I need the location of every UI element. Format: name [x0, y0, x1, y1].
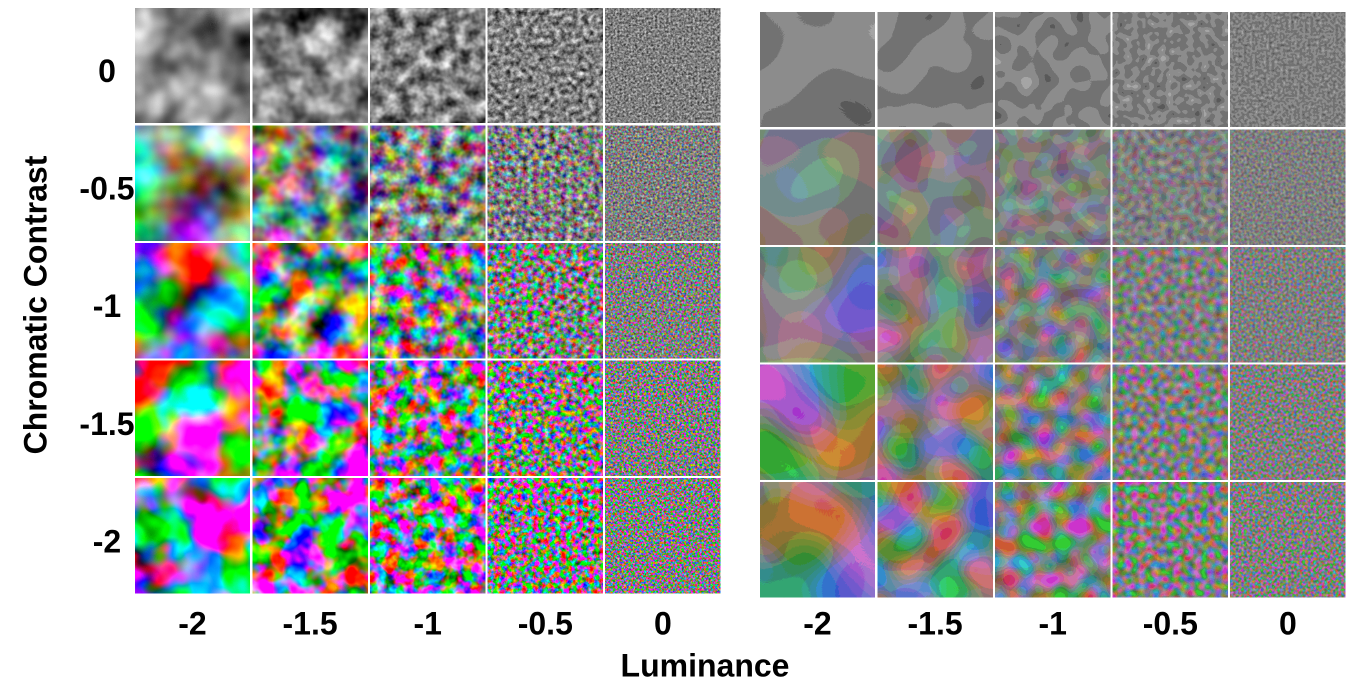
x-tick-label: -1.5	[283, 605, 338, 641]
texture-tile	[252, 125, 368, 241]
texture-tile	[135, 360, 250, 476]
texture-tile	[1112, 129, 1228, 245]
y-tick-label: -1	[93, 288, 121, 324]
texture-tile	[1112, 247, 1228, 363]
x-tick-label: -0.5	[1143, 605, 1198, 641]
x-tick-label: -0.5	[518, 605, 573, 641]
texture-tile	[1112, 364, 1228, 480]
texture-tile	[1230, 129, 1346, 245]
texture-tile	[135, 243, 250, 359]
y-tick-label: -1.5	[79, 406, 134, 442]
texture-tile	[760, 129, 875, 245]
texture-tile	[995, 364, 1111, 480]
texture-tile	[760, 12, 875, 127]
x-tick-label: 0	[1279, 605, 1297, 641]
texture-tile	[760, 247, 875, 363]
texture-tile	[605, 243, 721, 359]
texture-tile	[1230, 482, 1346, 598]
texture-tile	[1230, 12, 1346, 127]
texture-tile	[370, 360, 486, 476]
texture-tile	[605, 478, 721, 594]
texture-tile	[135, 125, 250, 241]
texture-tile	[605, 360, 721, 476]
texture-tile	[877, 12, 993, 127]
texture-tile	[995, 482, 1111, 598]
x-tick-label: -1	[1038, 605, 1066, 641]
texture-tile	[370, 125, 486, 241]
texture-tile	[135, 478, 250, 594]
texture-tile	[605, 8, 721, 123]
texture-tile	[760, 364, 875, 480]
texture-tile	[487, 243, 603, 359]
texture-tile	[995, 12, 1111, 127]
x-tick-label: -1.5	[908, 605, 963, 641]
x-tick-label: -2	[803, 605, 831, 641]
texture-tile	[995, 129, 1111, 245]
texture-tile	[370, 8, 486, 123]
texture-tile	[1112, 12, 1228, 127]
y-tick-label: 0	[98, 53, 116, 89]
texture-tile	[487, 8, 603, 123]
texture-tile	[877, 247, 993, 363]
texture-tile	[877, 482, 993, 598]
texture-tile	[252, 478, 368, 594]
texture-tile	[1112, 482, 1228, 598]
x-tick-label: -2	[178, 605, 206, 641]
texture-tile	[487, 360, 603, 476]
x-tick-label: 0	[654, 605, 672, 641]
texture-tile	[252, 243, 368, 359]
texture-tile	[995, 247, 1111, 363]
x-axis-title: Luminance	[621, 647, 790, 683]
texture-tile	[877, 364, 993, 480]
texture-tile	[370, 243, 486, 359]
texture-tile	[487, 478, 603, 594]
texture-tile	[760, 482, 875, 598]
texture-tile	[605, 125, 721, 241]
texture-tile	[1230, 247, 1346, 363]
texture-tile	[370, 478, 486, 594]
texture-tile	[877, 129, 993, 245]
y-tick-label: -0.5	[79, 171, 134, 207]
texture-tile	[252, 360, 368, 476]
texture-tile	[252, 8, 368, 123]
texture-tile	[487, 125, 603, 241]
x-tick-label: -1	[413, 605, 441, 641]
y-axis-title: Chromatic Contrast	[17, 155, 53, 454]
y-tick-label: -2	[93, 523, 121, 559]
texture-tile	[135, 8, 250, 123]
texture-tile	[1230, 364, 1346, 480]
